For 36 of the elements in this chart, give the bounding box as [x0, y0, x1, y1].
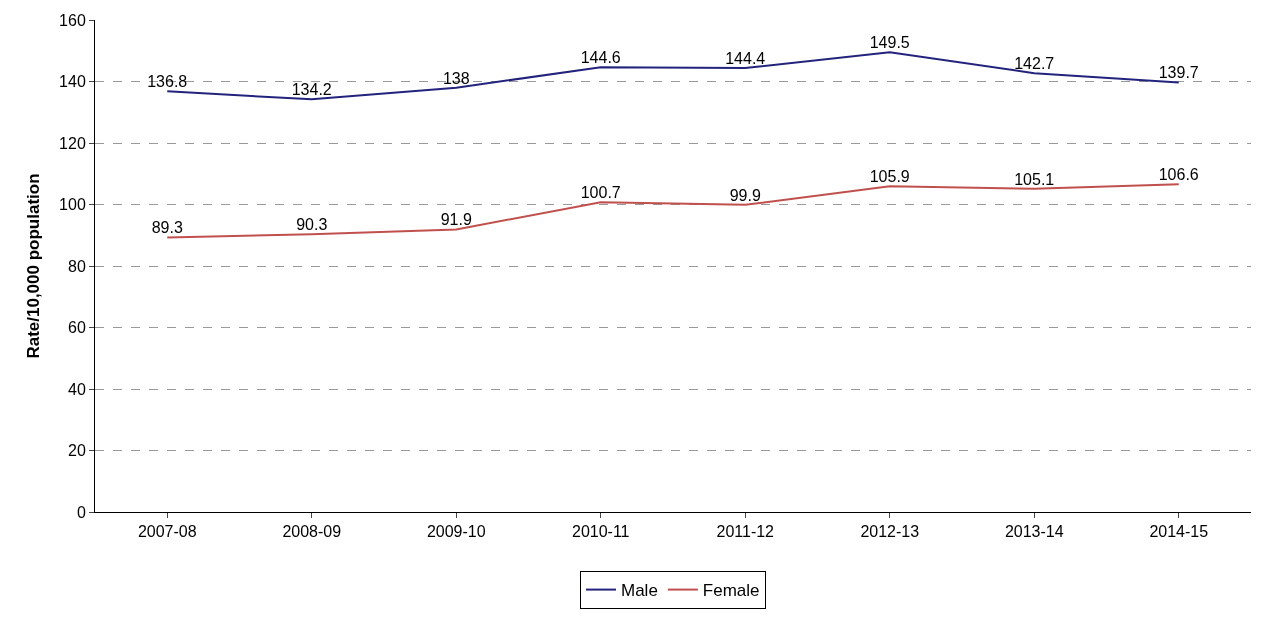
- data-label: 142.7: [1014, 55, 1055, 73]
- y-tick-label: 60: [68, 319, 86, 337]
- x-tick-label: 2012-13: [860, 523, 920, 541]
- x-tick-label: 2013-14: [1004, 523, 1064, 541]
- data-label: 144.4: [725, 49, 766, 67]
- data-label: 138: [442, 69, 470, 87]
- x-tick-label: 2011-12: [716, 523, 775, 541]
- x-tick-label: 2014-15: [1149, 523, 1209, 541]
- y-axis-title: Rate/10,000 population: [23, 173, 43, 359]
- x-tick-label: 2010-11: [571, 523, 630, 541]
- y-tick-label: 40: [68, 380, 86, 398]
- y-tick-label: 100: [59, 196, 86, 214]
- y-tick-label: 140: [59, 73, 86, 91]
- y-tick-label: 160: [59, 11, 86, 29]
- data-label: 90.3: [296, 216, 328, 234]
- data-label: 134.2: [291, 81, 332, 99]
- legend-label: Male: [621, 581, 658, 601]
- y-tick-label: 0: [76, 503, 86, 521]
- data-label: 89.3: [151, 219, 183, 237]
- legend-label: Female: [702, 581, 760, 601]
- y-tick-label: 80: [68, 257, 86, 275]
- data-label: 144.6: [580, 49, 621, 67]
- data-label: 99.9: [729, 186, 761, 204]
- x-tick-label: 2007-08: [137, 523, 197, 541]
- y-tick-label: 20: [68, 442, 86, 460]
- data-label: 105.9: [869, 168, 910, 186]
- data-label: 91.9: [440, 211, 472, 229]
- data-label: 136.8: [147, 73, 188, 91]
- y-tick-label: 120: [59, 134, 86, 152]
- data-label: 139.7: [1158, 64, 1199, 82]
- data-label: 100.7: [580, 184, 621, 202]
- x-tick-label: 2008-09: [282, 523, 342, 541]
- data-label: 149.5: [869, 34, 910, 52]
- data-label: 105.1: [1014, 170, 1055, 188]
- data-label: 106.6: [1158, 166, 1199, 184]
- x-tick-label: 2009-10: [426, 523, 486, 541]
